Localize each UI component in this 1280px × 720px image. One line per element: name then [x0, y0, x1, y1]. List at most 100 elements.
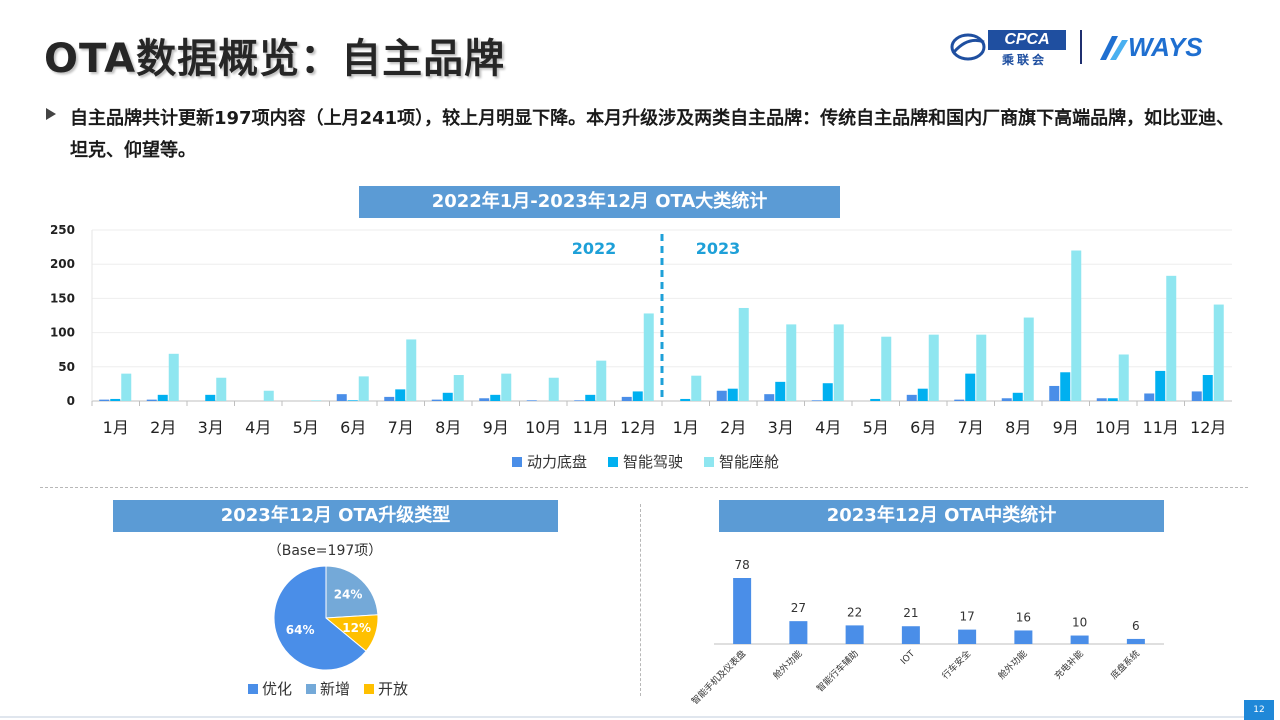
bar-智能驾驶 — [347, 400, 358, 401]
x-tick-label: 6月 — [340, 418, 366, 437]
bar-智能座舱 — [548, 377, 559, 401]
category-tick-label: 充电补能 — [1052, 648, 1086, 682]
ways-logo: WAYS — [1128, 32, 1203, 62]
bar-data-label: 21 — [903, 606, 918, 620]
pie-slice-优化 — [273, 565, 367, 671]
bar-动力底盘 — [1144, 393, 1155, 401]
pie-slice-新增 — [325, 565, 379, 619]
category-bar — [958, 629, 977, 644]
mid-category-title: 2023年12月 OTA中类统计 — [719, 500, 1164, 532]
pie-value-label: 64% — [286, 623, 315, 637]
bar-智能座舱 — [596, 360, 607, 401]
bar-智能座舱 — [976, 334, 987, 401]
bar-data-label: 6 — [1132, 619, 1140, 633]
legend-label: 优化 — [262, 680, 293, 698]
bar-data-label: 27 — [791, 601, 806, 615]
x-tick-label: 8月 — [435, 418, 461, 437]
intro-text: 自主品牌共计更新197项内容（上月241项），较上月明显下降。本月升级涉及两类自… — [70, 108, 1235, 161]
bar-智能座舱 — [1071, 250, 1082, 401]
x-tick-label: 10月 — [525, 418, 561, 437]
x-tick-label: 1月 — [103, 418, 129, 437]
bar-动力底盘 — [574, 400, 585, 401]
year-label-2023: 2023 — [696, 239, 741, 258]
category-bar — [845, 625, 864, 644]
category-bar — [901, 626, 920, 644]
legend-label: 智能驾驶 — [623, 453, 683, 471]
x-tick-label: 9月 — [1053, 418, 1079, 437]
bar-智能驾驶 — [585, 394, 596, 401]
bar-智能驾驶 — [775, 381, 786, 401]
bar-智能驾驶 — [157, 394, 168, 401]
category-tick-label: 行车安全 — [939, 648, 973, 682]
pie-value-label: 24% — [334, 587, 363, 601]
x-tick-label: 12月 — [620, 418, 656, 437]
category-tick-label: 智能手机及仪表盘 — [689, 648, 748, 707]
bar-智能驾驶 — [490, 394, 501, 401]
bar-动力底盘 — [1191, 391, 1202, 401]
bar-智能座舱 — [168, 353, 179, 401]
bar-动力底盘 — [431, 399, 442, 401]
bar-智能驾驶 — [1012, 392, 1023, 401]
bar-智能座舱 — [311, 400, 322, 401]
logo-area: CPCA 乘联会 WAYS — [946, 26, 1236, 70]
pie-value-label: 12% — [342, 621, 371, 635]
legend-swatch — [306, 683, 317, 694]
bar-动力底盘 — [384, 396, 395, 401]
bar-智能驾驶 — [917, 388, 928, 401]
bar-智能座舱 — [881, 336, 892, 401]
legend-label: 开放 — [378, 680, 409, 698]
bar-智能驾驶 — [395, 389, 406, 401]
bar-智能驾驶 — [442, 392, 453, 401]
cpca-logo: CPCA — [988, 30, 1066, 50]
ways-mark-icon — [1100, 36, 1128, 60]
category-bar — [1126, 638, 1145, 644]
x-tick-label: 3月 — [198, 418, 224, 437]
category-bar — [1070, 635, 1089, 644]
base-note: （Base=197项） — [267, 543, 383, 559]
bar-动力底盘 — [1001, 398, 1012, 401]
y-tick-label: 150 — [50, 291, 75, 305]
bar-动力底盘 — [1096, 398, 1107, 401]
category-bar — [1014, 630, 1033, 644]
category-tick-label: IOT — [899, 649, 917, 667]
legend-label: 动力底盘 — [527, 453, 587, 471]
bar-智能座舱 — [453, 375, 464, 401]
x-tick-label: 2月 — [720, 418, 746, 437]
bar-智能驾驶 — [1107, 398, 1118, 401]
bar-智能座舱 — [643, 313, 654, 401]
x-tick-label: 7月 — [958, 418, 984, 437]
pie-slice-开放 — [324, 614, 379, 652]
category-tick-label: 智能行车辅助 — [814, 648, 861, 695]
bar-智能座舱 — [1023, 317, 1034, 401]
pie-legend: 优化 新增 开放 — [248, 678, 408, 699]
bar-动力底盘 — [146, 399, 157, 401]
bar-智能座舱 — [358, 376, 369, 401]
x-tick-label: 5月 — [863, 418, 889, 437]
bar-智能座舱 — [263, 390, 274, 401]
logo-divider — [1080, 30, 1082, 64]
y-tick-label: 50 — [58, 360, 75, 374]
x-tick-label: 4月 — [815, 418, 841, 437]
bar-智能驾驶 — [870, 398, 881, 401]
section-divider — [40, 487, 1248, 488]
category-tick-label: 舱外功能 — [996, 648, 1030, 682]
y-tick-label: 200 — [50, 257, 75, 271]
category-bar — [789, 621, 808, 644]
bar-智能座舱 — [786, 324, 797, 401]
legend-label: 新增 — [320, 680, 351, 698]
bar-动力底盘 — [479, 398, 490, 401]
page-title: OTA数据概览：自主品牌 — [44, 36, 506, 82]
bar-智能座舱 — [1213, 304, 1224, 401]
main-chart-title: 2022年1月-2023年12月 OTA大类统计 — [359, 186, 840, 218]
x-tick-label: 6月 — [910, 418, 936, 437]
x-tick-label: 5月 — [293, 418, 319, 437]
bar-动力底盘 — [621, 396, 632, 401]
bar-data-label: 10 — [1072, 616, 1087, 630]
bar-智能座舱 — [501, 373, 512, 401]
category-bar — [733, 578, 752, 644]
bar-智能座舱 — [121, 373, 132, 401]
y-tick-label: 250 — [50, 223, 75, 237]
bullet-arrow-icon — [46, 108, 56, 120]
page-number: 12 — [1244, 700, 1274, 720]
x-tick-label: 3月 — [768, 418, 794, 437]
